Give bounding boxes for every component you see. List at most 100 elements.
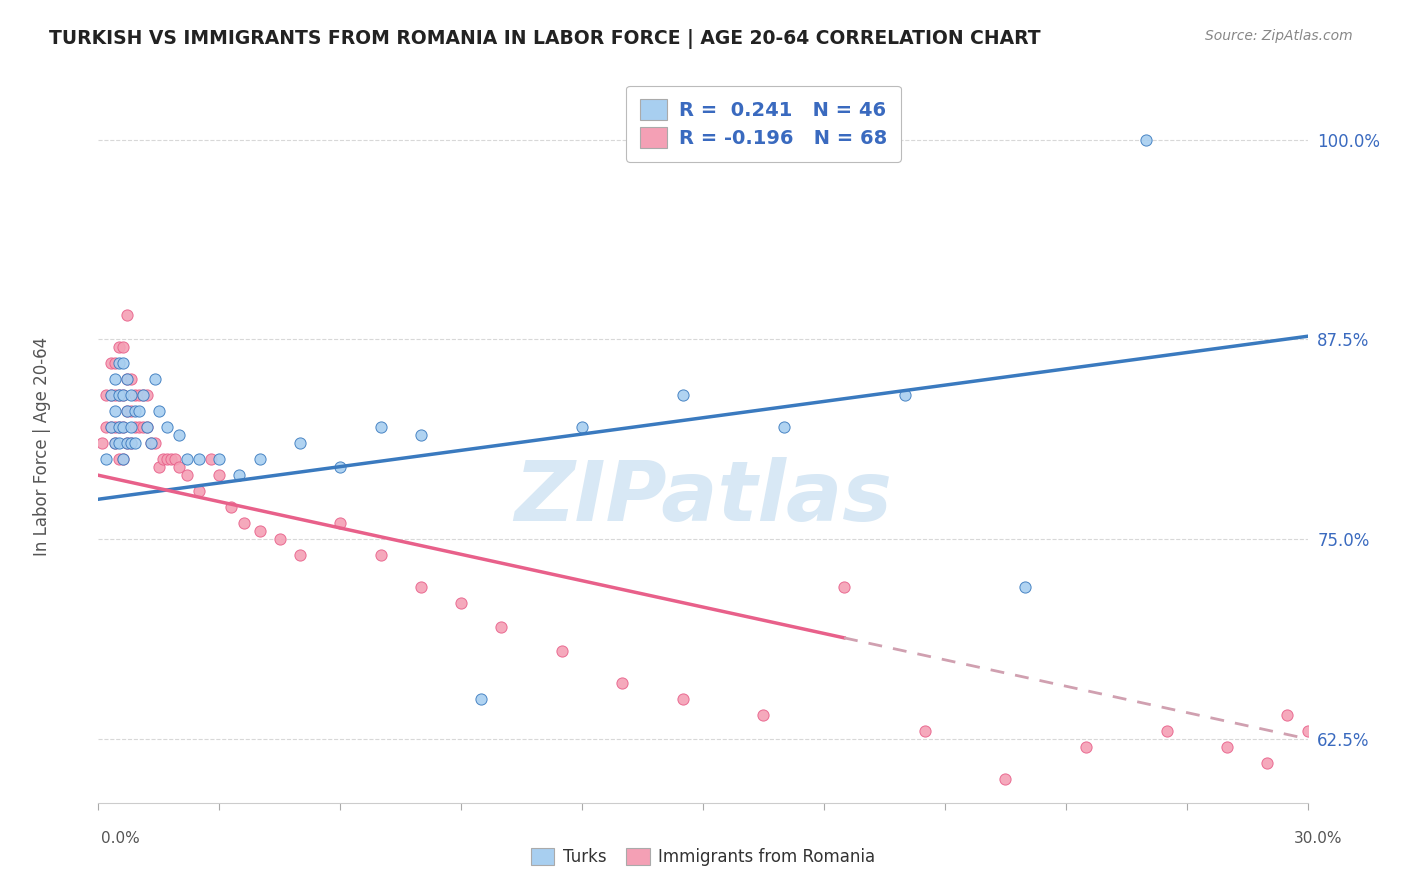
Point: [103, 356, 125, 370]
Point: [1135, 133, 1157, 147]
Point: [115, 404, 138, 418]
Point: [143, 372, 166, 386]
Point: [107, 420, 129, 434]
Point: [1277, 707, 1299, 722]
Point: [269, 532, 291, 546]
Point: [103, 436, 125, 450]
Point: [111, 388, 134, 402]
Point: [893, 388, 915, 402]
Point: [128, 404, 150, 418]
Point: [100, 356, 122, 370]
Point: [832, 580, 855, 594]
Point: [132, 388, 155, 402]
Text: In Labor Force | Age 20-64: In Labor Force | Age 20-64: [34, 336, 51, 556]
Point: [91, 436, 114, 450]
Point: [288, 436, 311, 450]
Point: [96, 420, 118, 434]
Point: [124, 388, 146, 402]
Point: [370, 548, 392, 562]
Point: [156, 452, 179, 467]
Point: [176, 452, 198, 467]
Point: [107, 436, 129, 450]
Point: [115, 309, 138, 323]
Point: [100, 420, 122, 434]
Point: [115, 372, 138, 386]
Point: [612, 676, 634, 690]
Point: [111, 341, 134, 355]
Point: [120, 420, 142, 434]
Point: [370, 420, 392, 434]
Point: [1216, 739, 1239, 754]
Legend: Turks, Immigrants from Romania: Turks, Immigrants from Romania: [524, 841, 882, 873]
Point: [103, 420, 125, 434]
Point: [111, 356, 134, 370]
Point: [200, 452, 222, 467]
Point: [143, 436, 166, 450]
Point: [111, 420, 134, 434]
Point: [160, 452, 183, 467]
Legend: R =  0.241   N = 46, R = -0.196   N = 68: R = 0.241 N = 46, R = -0.196 N = 68: [626, 86, 901, 162]
Point: [107, 356, 129, 370]
Point: [152, 452, 174, 467]
Point: [107, 388, 129, 402]
Point: [120, 436, 142, 450]
Point: [100, 388, 122, 402]
Point: [107, 388, 129, 402]
Point: [571, 420, 593, 434]
Point: [672, 692, 695, 706]
Point: [156, 420, 179, 434]
Point: [111, 420, 134, 434]
Point: [135, 420, 157, 434]
Point: [167, 428, 190, 442]
Point: [124, 420, 146, 434]
Point: [103, 436, 125, 450]
Point: [100, 420, 122, 434]
Point: [1296, 723, 1319, 738]
Point: [167, 460, 190, 475]
Point: [96, 388, 118, 402]
Point: [148, 404, 170, 418]
Point: [772, 420, 794, 434]
Point: [1074, 739, 1097, 754]
Point: [221, 500, 243, 515]
Text: 30.0%: 30.0%: [1295, 831, 1343, 846]
Point: [249, 524, 271, 538]
Point: [107, 452, 129, 467]
Point: [329, 460, 352, 475]
Point: [103, 372, 125, 386]
Point: [450, 596, 472, 610]
Point: [188, 484, 211, 499]
Point: [111, 388, 134, 402]
Point: [111, 452, 134, 467]
Point: [111, 452, 134, 467]
Text: TURKISH VS IMMIGRANTS FROM ROMANIA IN LABOR FORCE | AGE 20-64 CORRELATION CHART: TURKISH VS IMMIGRANTS FROM ROMANIA IN LA…: [49, 29, 1040, 48]
Point: [135, 388, 157, 402]
Point: [132, 420, 155, 434]
Point: [228, 468, 250, 483]
Point: [249, 452, 271, 467]
Point: [100, 388, 122, 402]
Point: [132, 388, 155, 402]
Point: [120, 372, 142, 386]
Point: [994, 772, 1017, 786]
Point: [139, 436, 162, 450]
Point: [128, 388, 150, 402]
Point: [1256, 756, 1278, 770]
Point: [115, 436, 138, 450]
Point: [96, 452, 118, 467]
Point: [120, 436, 142, 450]
Point: [107, 341, 129, 355]
Point: [232, 516, 254, 531]
Point: [115, 404, 138, 418]
Point: [1156, 723, 1178, 738]
Point: [491, 620, 513, 634]
Point: [139, 436, 162, 450]
Point: [329, 516, 352, 531]
Point: [128, 420, 150, 434]
Point: [120, 388, 142, 402]
Point: [124, 436, 146, 450]
Point: [409, 580, 432, 594]
Point: [120, 404, 142, 418]
Point: [288, 548, 311, 562]
Point: [188, 452, 211, 467]
